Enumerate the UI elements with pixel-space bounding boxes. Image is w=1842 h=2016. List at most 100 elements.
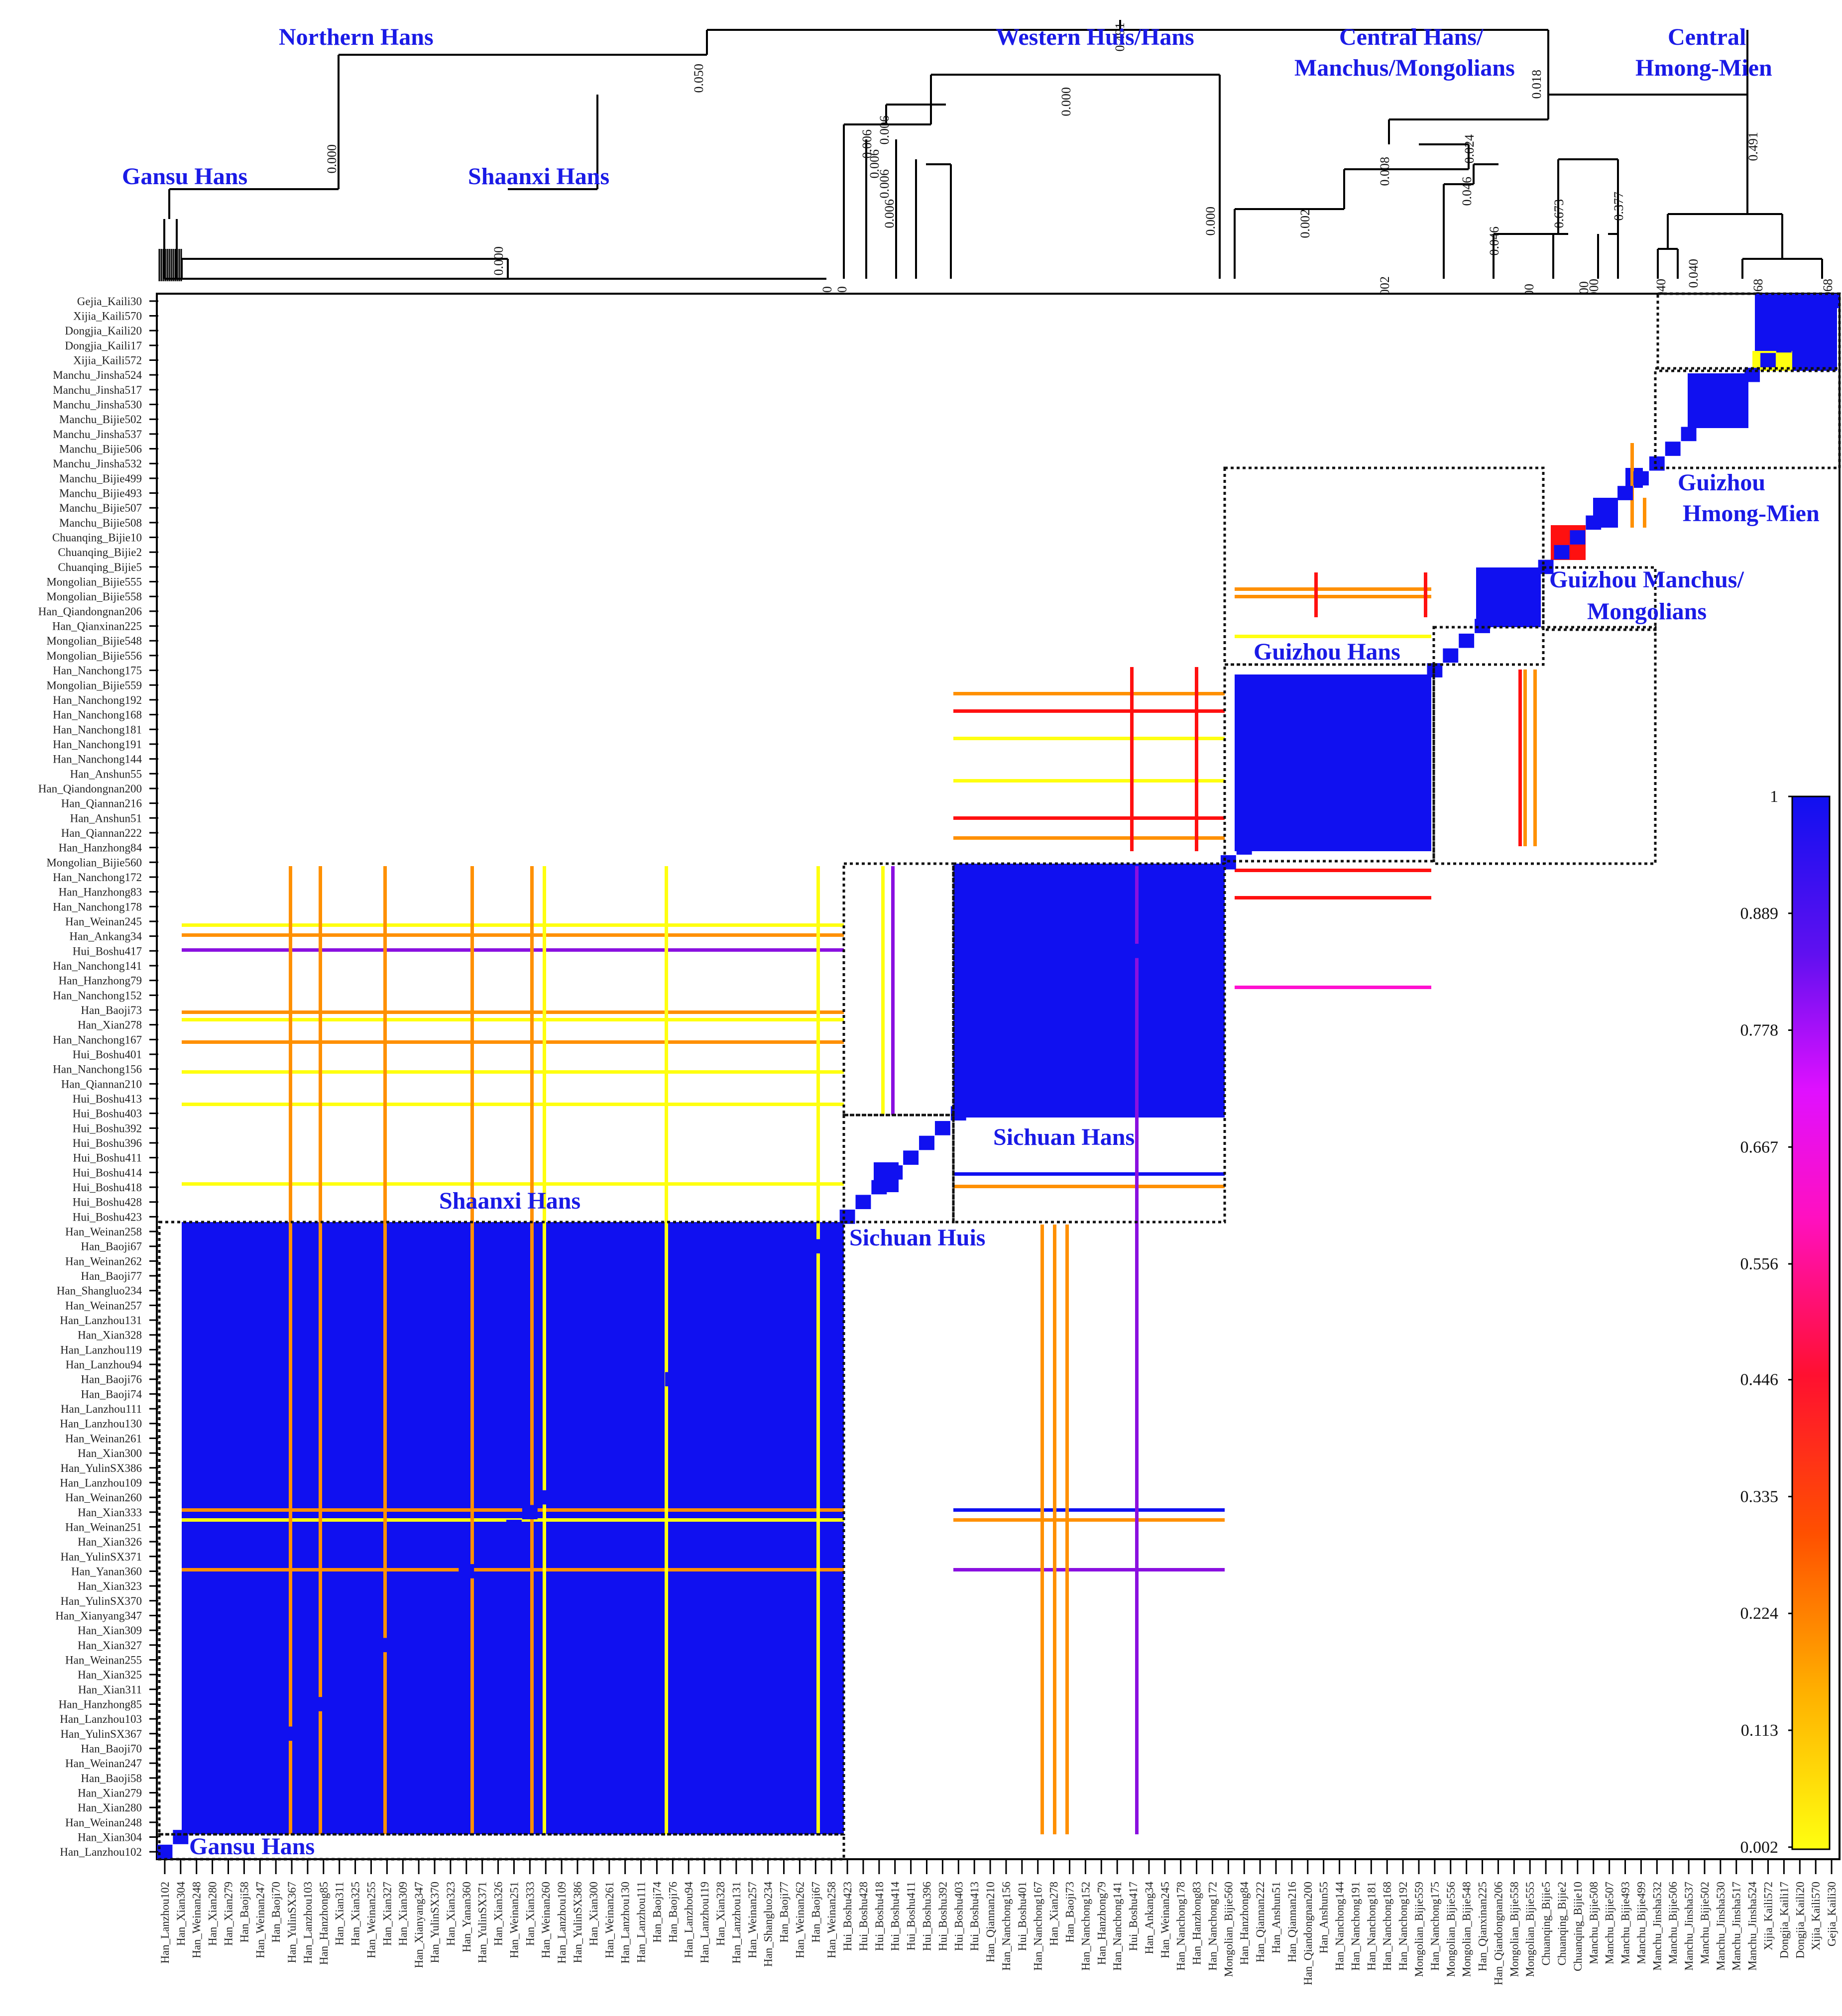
diag-cell-85 xyxy=(1506,589,1522,604)
col-label-29: Han_Lanzhou130 xyxy=(619,1882,632,1964)
row-label-69: Han_Lanzhou131 xyxy=(60,1314,142,1327)
v-line-19 xyxy=(1523,670,1527,846)
diag-cell-42 xyxy=(823,1224,839,1239)
col-label-51: Hui_Boshu413 xyxy=(968,1882,981,1951)
diag-cell-89 xyxy=(1570,530,1586,545)
diag-cell-7 xyxy=(268,1741,284,1756)
row-label-14: Manchu_Bijie507 xyxy=(59,502,142,514)
h-line-10 xyxy=(953,709,1225,713)
diag-cell-2 xyxy=(189,1815,205,1830)
row-label-83: Han_Weinan251 xyxy=(65,1521,142,1533)
row-label-16: Chuanqing_Bijie10 xyxy=(52,532,142,544)
h-line-24 xyxy=(953,1508,1225,1512)
row-label-1: Xijia_Kaili570 xyxy=(73,310,142,323)
diag-cell-61 xyxy=(1125,943,1141,958)
col-label-13: Han_Weinan255 xyxy=(365,1882,377,1958)
row-label-8: Manchu_Bijie502 xyxy=(59,413,142,426)
row-label-80: Han_Lanzhou109 xyxy=(60,1476,142,1489)
colorbar-tick-label-4: 0.556 xyxy=(1740,1255,1779,1273)
dendro-group-label-4: Central xyxy=(1668,24,1746,50)
row-label-63: Han_Weinan258 xyxy=(65,1226,142,1238)
diag-cell-62 xyxy=(1141,929,1157,943)
diag-cell-69 xyxy=(1252,825,1268,840)
diag-cell-92 xyxy=(1617,486,1633,500)
row-label-41: Han_Nanchong178 xyxy=(53,900,142,913)
dendro-value-0: 0.491 xyxy=(1113,22,1127,52)
row-label-74: Han_Baoji74 xyxy=(81,1388,142,1400)
col-label-54: Hui_Boshu401 xyxy=(1016,1882,1029,1951)
col-label-62: Han_Ankang34 xyxy=(1143,1882,1155,1954)
col-label-64: Han_Nanchong178 xyxy=(1175,1882,1187,1971)
col-label-24: Han_Weinan260 xyxy=(540,1882,552,1958)
colorbar-tick-label-6: 0.335 xyxy=(1740,1487,1779,1506)
row-label-101: Han_Xian279 xyxy=(78,1787,142,1799)
diag-cell-56 xyxy=(1046,1017,1062,1032)
h-line-9 xyxy=(953,692,1225,695)
row-label-76: Han_Lanzhou130 xyxy=(60,1418,142,1430)
diag-cell-93 xyxy=(1633,471,1649,486)
dendro-value-1: 0.050 xyxy=(691,64,706,93)
row-label-81: Han_Weinan260 xyxy=(65,1491,142,1504)
col-label-27: Han_Xian300 xyxy=(587,1882,600,1946)
diag-cell-45 xyxy=(871,1180,887,1195)
col-label-34: Han_Lanzhou119 xyxy=(698,1882,711,1963)
col-label-49: Hui_Boshu392 xyxy=(936,1882,949,1951)
dendro-value-4: 0.000 xyxy=(1203,207,1218,236)
diag-cell-1 xyxy=(173,1830,189,1844)
row-label-10: Manchu_Bijie506 xyxy=(59,443,142,455)
row-labels: Gejia_Kaili30 Xijia_Kaili570 Dongjia_Kaili… xyxy=(38,295,142,1858)
h-line-25 xyxy=(953,1518,1225,1522)
v-line-7 xyxy=(816,866,820,1834)
h-line-3 xyxy=(182,1010,844,1014)
col-label-78: Han_Nanchong192 xyxy=(1397,1882,1409,1971)
col-label-12: Han_Xian325 xyxy=(349,1882,362,1946)
colorbar-tick-label-2: 0.778 xyxy=(1740,1021,1779,1040)
dendro-value-10: 0.000 xyxy=(1059,87,1073,116)
row-label-90: Han_Xian309 xyxy=(78,1624,142,1637)
h-line-18 xyxy=(1235,869,1431,872)
diag-cell-17 xyxy=(427,1593,443,1608)
diag-cell-25 xyxy=(554,1475,570,1490)
row-label-20: Mongolian_Bijie558 xyxy=(46,590,142,603)
diag-cell-52 xyxy=(982,1077,998,1091)
diag-cell-55 xyxy=(1030,1032,1046,1047)
v-line-18 xyxy=(1518,670,1522,846)
row-label-40: Han_Hanzhong83 xyxy=(59,886,142,898)
row-label-31: Han_Nanchong144 xyxy=(53,753,142,766)
row-label-36: Han_Qiannan222 xyxy=(61,827,142,839)
row-label-15: Manchu_Bijie508 xyxy=(59,517,142,529)
diag-cell-71 xyxy=(1284,796,1300,810)
diag-cell-21 xyxy=(490,1534,506,1549)
dendrogram xyxy=(158,20,1823,281)
row-label-48: Han_Baoji73 xyxy=(81,1004,142,1016)
col-label-63: Han_Weinan245 xyxy=(1159,1882,1171,1958)
diag-cell-35 xyxy=(712,1328,728,1343)
col-label-61: Hui_Boshu417 xyxy=(1127,1882,1140,1951)
h-line-6 xyxy=(182,1070,844,1074)
col-label-32: Han_Baoji76 xyxy=(667,1882,679,1943)
col-label-85: Mongolian_Bijie558 xyxy=(1508,1882,1520,1977)
col-label-25: Han_Lanzhou109 xyxy=(556,1882,568,1964)
h-line-14 xyxy=(953,836,1225,840)
row-label-88: Han_YulinSX370 xyxy=(60,1595,142,1607)
cluster-box-7 xyxy=(1432,626,1657,865)
col-label-31: Han_Baoji74 xyxy=(651,1882,663,1943)
col-label-23: Han_Xian333 xyxy=(524,1882,536,1946)
dendro-value-12: 0.024 xyxy=(1462,134,1477,164)
col-label-19: Han_Yanan360 xyxy=(460,1882,473,1952)
h-line-19 xyxy=(1235,896,1431,899)
colorbar xyxy=(1791,795,1831,1850)
v-line-0 xyxy=(289,866,292,1834)
heatmap-group-label-5: Guizhou Manchus/ xyxy=(1549,566,1744,593)
v-line-15 xyxy=(1130,667,1134,851)
diag-cell-68 xyxy=(1236,840,1252,855)
row-label-93: Han_Xian325 xyxy=(78,1669,142,1681)
diag-cell-47 xyxy=(903,1150,919,1165)
heatmap-group-label-4: Guizhou Hans xyxy=(1254,639,1400,665)
row-label-97: Han_YulinSX367 xyxy=(60,1728,142,1740)
h-line-5 xyxy=(182,1040,844,1044)
diag-cell-10 xyxy=(316,1697,332,1711)
col-label-90: Manchu_Bijie508 xyxy=(1588,1882,1600,1964)
h-line-0 xyxy=(182,923,844,927)
diag-cell-70 xyxy=(1268,810,1284,825)
